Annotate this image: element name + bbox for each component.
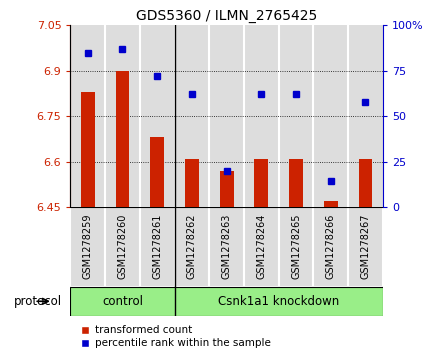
- Bar: [348, 207, 383, 287]
- Bar: [81, 92, 95, 207]
- Text: GSM1278264: GSM1278264: [257, 213, 266, 279]
- Text: GSM1278263: GSM1278263: [222, 213, 231, 279]
- Text: GSM1278267: GSM1278267: [360, 213, 370, 279]
- Text: GSM1278260: GSM1278260: [117, 213, 128, 279]
- Text: control: control: [102, 295, 143, 308]
- Text: protocol: protocol: [14, 295, 62, 308]
- Bar: [220, 171, 234, 207]
- Text: GSM1278266: GSM1278266: [326, 213, 336, 279]
- Bar: [313, 207, 348, 287]
- Bar: [313, 25, 348, 207]
- Bar: [105, 207, 140, 287]
- Bar: [175, 207, 209, 287]
- Bar: [359, 159, 372, 207]
- Text: GSM1278259: GSM1278259: [83, 213, 93, 279]
- Text: GSM1278265: GSM1278265: [291, 213, 301, 279]
- Bar: [279, 25, 313, 207]
- Bar: [209, 207, 244, 287]
- Bar: [140, 25, 175, 207]
- Bar: [116, 71, 129, 207]
- Bar: [140, 207, 175, 287]
- Title: GDS5360 / ILMN_2765425: GDS5360 / ILMN_2765425: [136, 9, 317, 23]
- Bar: [348, 25, 383, 207]
- Text: Csnk1a1 knockdown: Csnk1a1 knockdown: [218, 295, 339, 308]
- Bar: [150, 137, 164, 207]
- Bar: [175, 25, 209, 207]
- Bar: [105, 25, 140, 207]
- Bar: [185, 159, 199, 207]
- Bar: [244, 207, 279, 287]
- Bar: [70, 25, 105, 207]
- Bar: [254, 159, 268, 207]
- Bar: [244, 25, 279, 207]
- Bar: [70, 207, 105, 287]
- Text: GSM1278261: GSM1278261: [152, 213, 162, 279]
- Bar: [279, 207, 313, 287]
- Text: GSM1278262: GSM1278262: [187, 213, 197, 279]
- Bar: [324, 201, 337, 207]
- Legend: transformed count, percentile rank within the sample: transformed count, percentile rank withi…: [76, 321, 275, 352]
- Bar: [209, 25, 244, 207]
- Bar: [289, 159, 303, 207]
